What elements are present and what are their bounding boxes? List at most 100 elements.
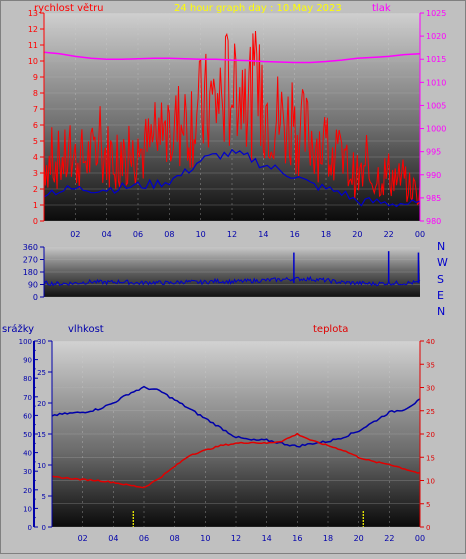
wind-y-tick-label: 7 [33,105,38,114]
bottom-x-tick-label: 20 [354,534,364,543]
temperature-y-tick-label: 35 [426,361,435,369]
wind-y-tick-label: 8 [33,89,38,98]
bottom-x-tick-label: 04 [108,534,118,543]
bottom-x-tick-label: 18 [323,534,333,543]
bottom-x-tick-label: 16 [292,534,302,543]
wind-y-tick-label: 10 [28,57,38,66]
rain-y-tick-label: 0 [28,524,32,532]
direction-line [43,275,421,287]
compass-n-top: N [437,240,445,253]
wind-x-tick-label: 12 [227,230,237,239]
rain-y-tick-label: 100 [19,338,32,346]
wind-y-tick-label: 2 [33,185,38,194]
wind-y-tick-label: 11 [28,41,38,50]
rain-y-tick-label: 40 [23,450,32,458]
pressure-y-tick-label: 1005 [426,101,446,110]
pressure-y-tick-label: 1010 [426,78,446,87]
bottom-x-tick-label: 10 [200,534,210,543]
wind-y-tick-label: 0 [33,217,38,226]
direction-y-tick-label: 0 [33,293,38,302]
chart-title: 24 hour graph day : 10.May 2023 [174,3,342,14]
wind-x-tick-label: 00 [415,230,425,239]
rain-y-tick-label: 90 [23,357,32,365]
bottom-x-tick-label: 06 [139,534,149,543]
pressure-label: tlak [372,3,391,14]
compass-n-bottom: N [437,305,445,318]
pressure-y-tick-label: 990 [426,171,441,180]
pressure-line [43,51,421,64]
humidity-y-tick-label: 10 [37,462,46,470]
rain-y-tick-label: 20 [23,487,32,495]
temperature-y-tick-label: 15 [426,454,435,462]
temperature-y-tick-label: 30 [426,385,435,393]
bottom-x-tick-label: 00 [415,534,425,543]
rain-y-tick-label: 10 [23,505,32,513]
wind-y-tick-label: 12 [28,25,38,34]
wind-x-tick-label: 10 [196,230,206,239]
temperature-y-tick-label: 20 [426,431,435,439]
bottom-x-tick-label: 08 [170,534,180,543]
wind-x-tick-label: 06 [133,230,143,239]
wind-x-tick-label: 02 [70,230,80,239]
temperature-y-tick-label: 0 [426,524,430,532]
rain-label: srážky [2,323,34,335]
wind-y-tick-label: 3 [33,169,38,178]
humidity-label: vlhkost [68,324,104,335]
direction-y-tick-label: 90 [28,281,38,290]
pressure-y-tick-label: 985 [426,194,441,203]
pressure-y-tick-label: 1015 [426,55,446,64]
wind-y-tick-label: 5 [33,137,38,146]
temperature-y-tick-label: 40 [426,338,435,346]
wind-panel [44,13,420,221]
humidity-y-tick-label: 5 [42,493,46,501]
humidity-y-tick-label: 20 [37,400,46,408]
bottom-x-tick-label: 12 [231,534,241,543]
wind-y-tick-label: 1 [33,201,38,210]
bottom-x-tick-label: 02 [78,534,88,543]
wind-x-tick-label: 18 [321,230,331,239]
direction-y-tick-label: 180 [23,268,38,277]
wind-y-tick-label: 4 [33,153,38,162]
wind-x-tick-label: 08 [164,230,174,239]
wind-y-tick-label: 6 [33,121,38,130]
wind-x-tick-label: 04 [102,230,112,239]
humidity-line [51,385,421,448]
temperature-y-tick-label: 25 [426,408,435,416]
rain-y-tick-label: 30 [23,468,32,476]
temperature-y-tick-label: 5 [426,501,430,509]
rain-y-tick-label: 50 [23,431,32,439]
wind-y-tick-label: 13 [28,9,38,18]
bottom-x-tick-label: 22 [384,534,394,543]
humidity-y-tick-label: 0 [42,524,46,532]
pressure-y-tick-label: 995 [426,148,441,157]
rain-y-tick-label: 60 [23,412,32,420]
temperature-line [51,432,421,489]
wind-x-tick-label: 16 [290,230,300,239]
bottom-x-tick-label: 14 [262,534,272,543]
pressure-y-tick-label: 980 [426,217,441,226]
direction-y-tick-label: 360 [23,243,38,252]
pressure-y-tick-label: 1025 [426,9,446,18]
rain-y-tick-label: 70 [23,394,32,402]
temperature-label: teplota [313,324,348,335]
compass-e: E [437,289,444,302]
wind-speed-label: rychlost větru [34,2,104,14]
pressure-y-tick-label: 1020 [426,32,446,41]
temperature-y-tick-label: 10 [426,478,435,486]
direction-y-tick-label: 270 [23,256,38,265]
humidity-y-tick-label: 15 [37,431,46,439]
wind-x-tick-label: 14 [258,230,268,239]
humidity-y-tick-label: 30 [37,338,46,346]
pressure-y-tick-label: 1000 [426,125,446,134]
wind-y-tick-label: 9 [33,73,38,82]
humidity-y-tick-label: 25 [37,369,46,377]
wind-speed-line [43,30,421,206]
compass-s: S [437,273,444,286]
wind-x-tick-label: 20 [352,230,362,239]
wind-average-line [43,148,421,208]
wind-x-tick-label: 22 [384,230,394,239]
rain-y-tick-label: 80 [23,375,32,383]
compass-w: W [437,256,448,269]
